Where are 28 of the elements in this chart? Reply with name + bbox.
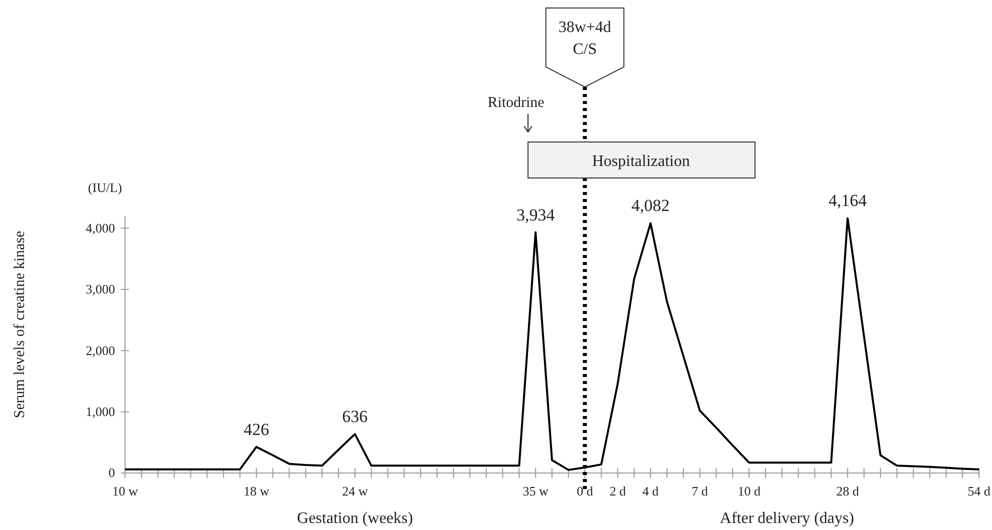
ref-line-label: 38w+4d C/S — [558, 19, 612, 58]
data-label: 426 — [244, 420, 270, 439]
x-tick-label: 24 w — [342, 483, 368, 498]
x-tick-label: 10 d — [738, 483, 761, 498]
data-label: 4,082 — [631, 196, 670, 216]
data-label: 636 — [342, 407, 368, 426]
text: Gestation (weeks) — [297, 510, 413, 527]
y-tick-label: 2,000 — [86, 342, 115, 358]
text: Hospitalization — [592, 153, 690, 170]
data-label: 4,164 — [828, 191, 868, 210]
x-tick-label: 2 d — [610, 483, 626, 498]
x-tick-label: 4 d — [642, 483, 660, 498]
text: Ritodrine — [488, 95, 545, 111]
y-tick-label: 3,000 — [86, 282, 115, 297]
data-label: 3,934 — [516, 205, 556, 224]
x-tick-label: 18 w — [244, 483, 270, 498]
x-tick-label: 54 d — [968, 483, 991, 498]
x-tick-label: 0 d — [576, 483, 594, 498]
x-tick-label: 28 d — [836, 483, 860, 498]
y-tick-label: 0 — [108, 465, 115, 480]
x-tick-label: 7 d — [692, 483, 708, 498]
x-tick-label: 35 w — [522, 483, 550, 498]
text: (IU/L) — [88, 180, 122, 195]
y-tick-label: 4,000 — [86, 220, 115, 236]
y-axis-title: Serum levels of creatine kinase — [12, 230, 28, 418]
y-tick-label: 1,000 — [86, 404, 115, 419]
x-tick-label: 10 w — [112, 483, 138, 498]
text: After delivery (days) — [720, 510, 854, 527]
